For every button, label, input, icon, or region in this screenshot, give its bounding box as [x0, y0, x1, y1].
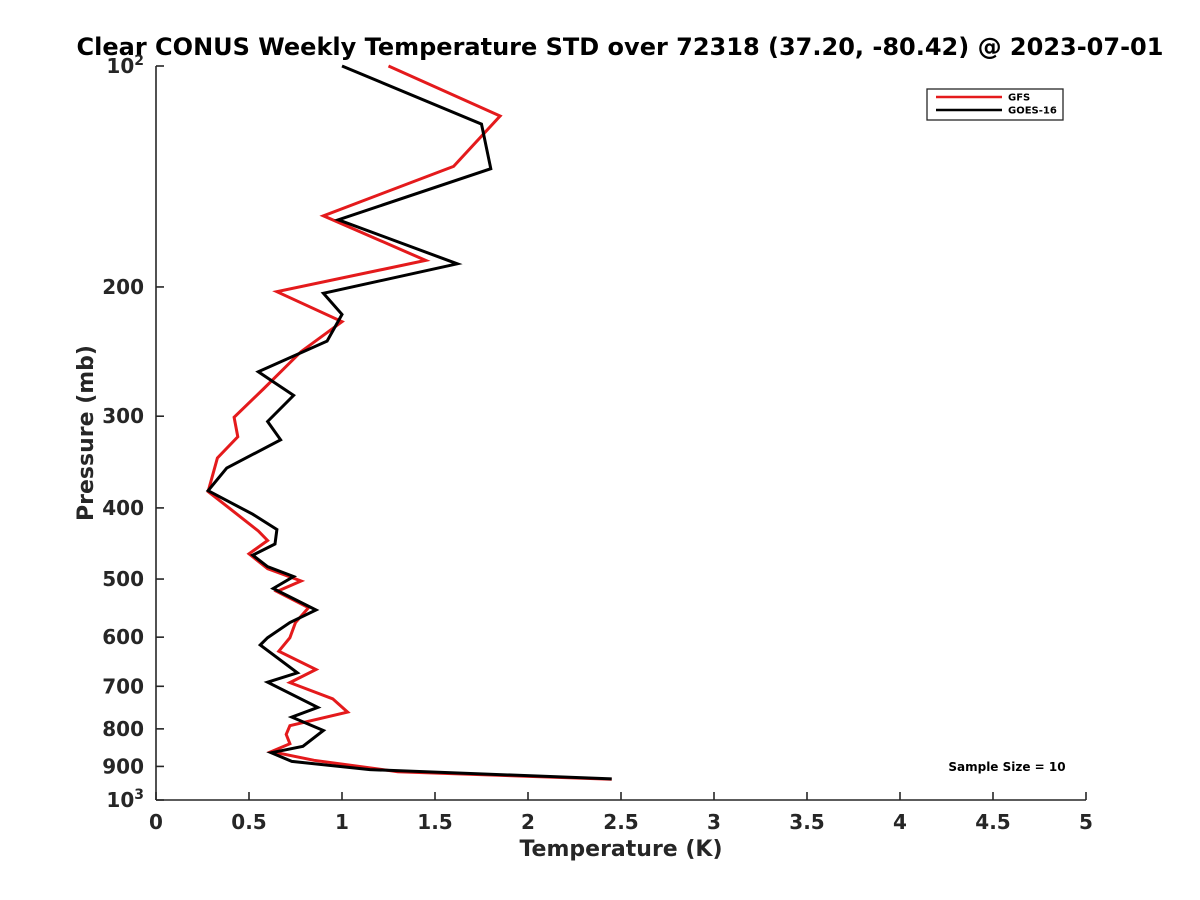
- x-axis-label: Temperature (K): [519, 837, 722, 862]
- axes: [155, 66, 1086, 801]
- x-tick-label: 4: [893, 810, 907, 834]
- x-tick-label: 2: [521, 810, 535, 834]
- y-axis-label: Pressure (mb): [74, 345, 99, 521]
- series-line-gfs: [206, 64, 612, 781]
- legend: GFS GOES-16: [926, 88, 1064, 121]
- x-tick-label: 0: [149, 810, 163, 834]
- legend-box: [926, 88, 1064, 121]
- x-tick-label: 5: [1079, 810, 1093, 834]
- y-tick-label: 102: [106, 53, 144, 78]
- y-ticks: 102 200 300 400 500 600 700 800 900 103: [102, 53, 164, 812]
- chart-title: Clear CONUS Weekly Temperature STD over …: [77, 33, 1164, 61]
- x-ticks: 0 0.5 1 1.5 2 2.5 3 3.5 4 4.5 5: [149, 792, 1093, 834]
- y-tick-label: 800: [102, 717, 144, 741]
- sample-size-annotation: Sample Size = 10: [948, 760, 1065, 774]
- x-tick-label: 3.5: [789, 810, 824, 834]
- y-tick-label: 700: [102, 674, 144, 698]
- y-tick-label: 400: [102, 496, 144, 520]
- y-tick-label: 103: [106, 787, 144, 812]
- y-tick-label: 900: [102, 754, 144, 778]
- x-tick-label: 0.5: [231, 810, 266, 834]
- legend-label-goes-16: GOES-16: [1008, 106, 1057, 117]
- legend-label-gfs: GFS: [1008, 93, 1030, 104]
- y-tick-label: 200: [102, 275, 144, 299]
- x-tick-label: 4.5: [975, 810, 1010, 834]
- y-tick-label: 600: [102, 625, 144, 649]
- x-tick-label: 3: [707, 810, 721, 834]
- x-tick-label: 1.5: [417, 810, 452, 834]
- x-tick-label: 2.5: [603, 810, 638, 834]
- series-line-goes-16: [205, 64, 612, 781]
- y-tick-label: 300: [102, 404, 144, 428]
- series-layer: [205, 64, 612, 781]
- y-tick-label: 500: [102, 567, 144, 591]
- x-tick-label: 1: [335, 810, 349, 834]
